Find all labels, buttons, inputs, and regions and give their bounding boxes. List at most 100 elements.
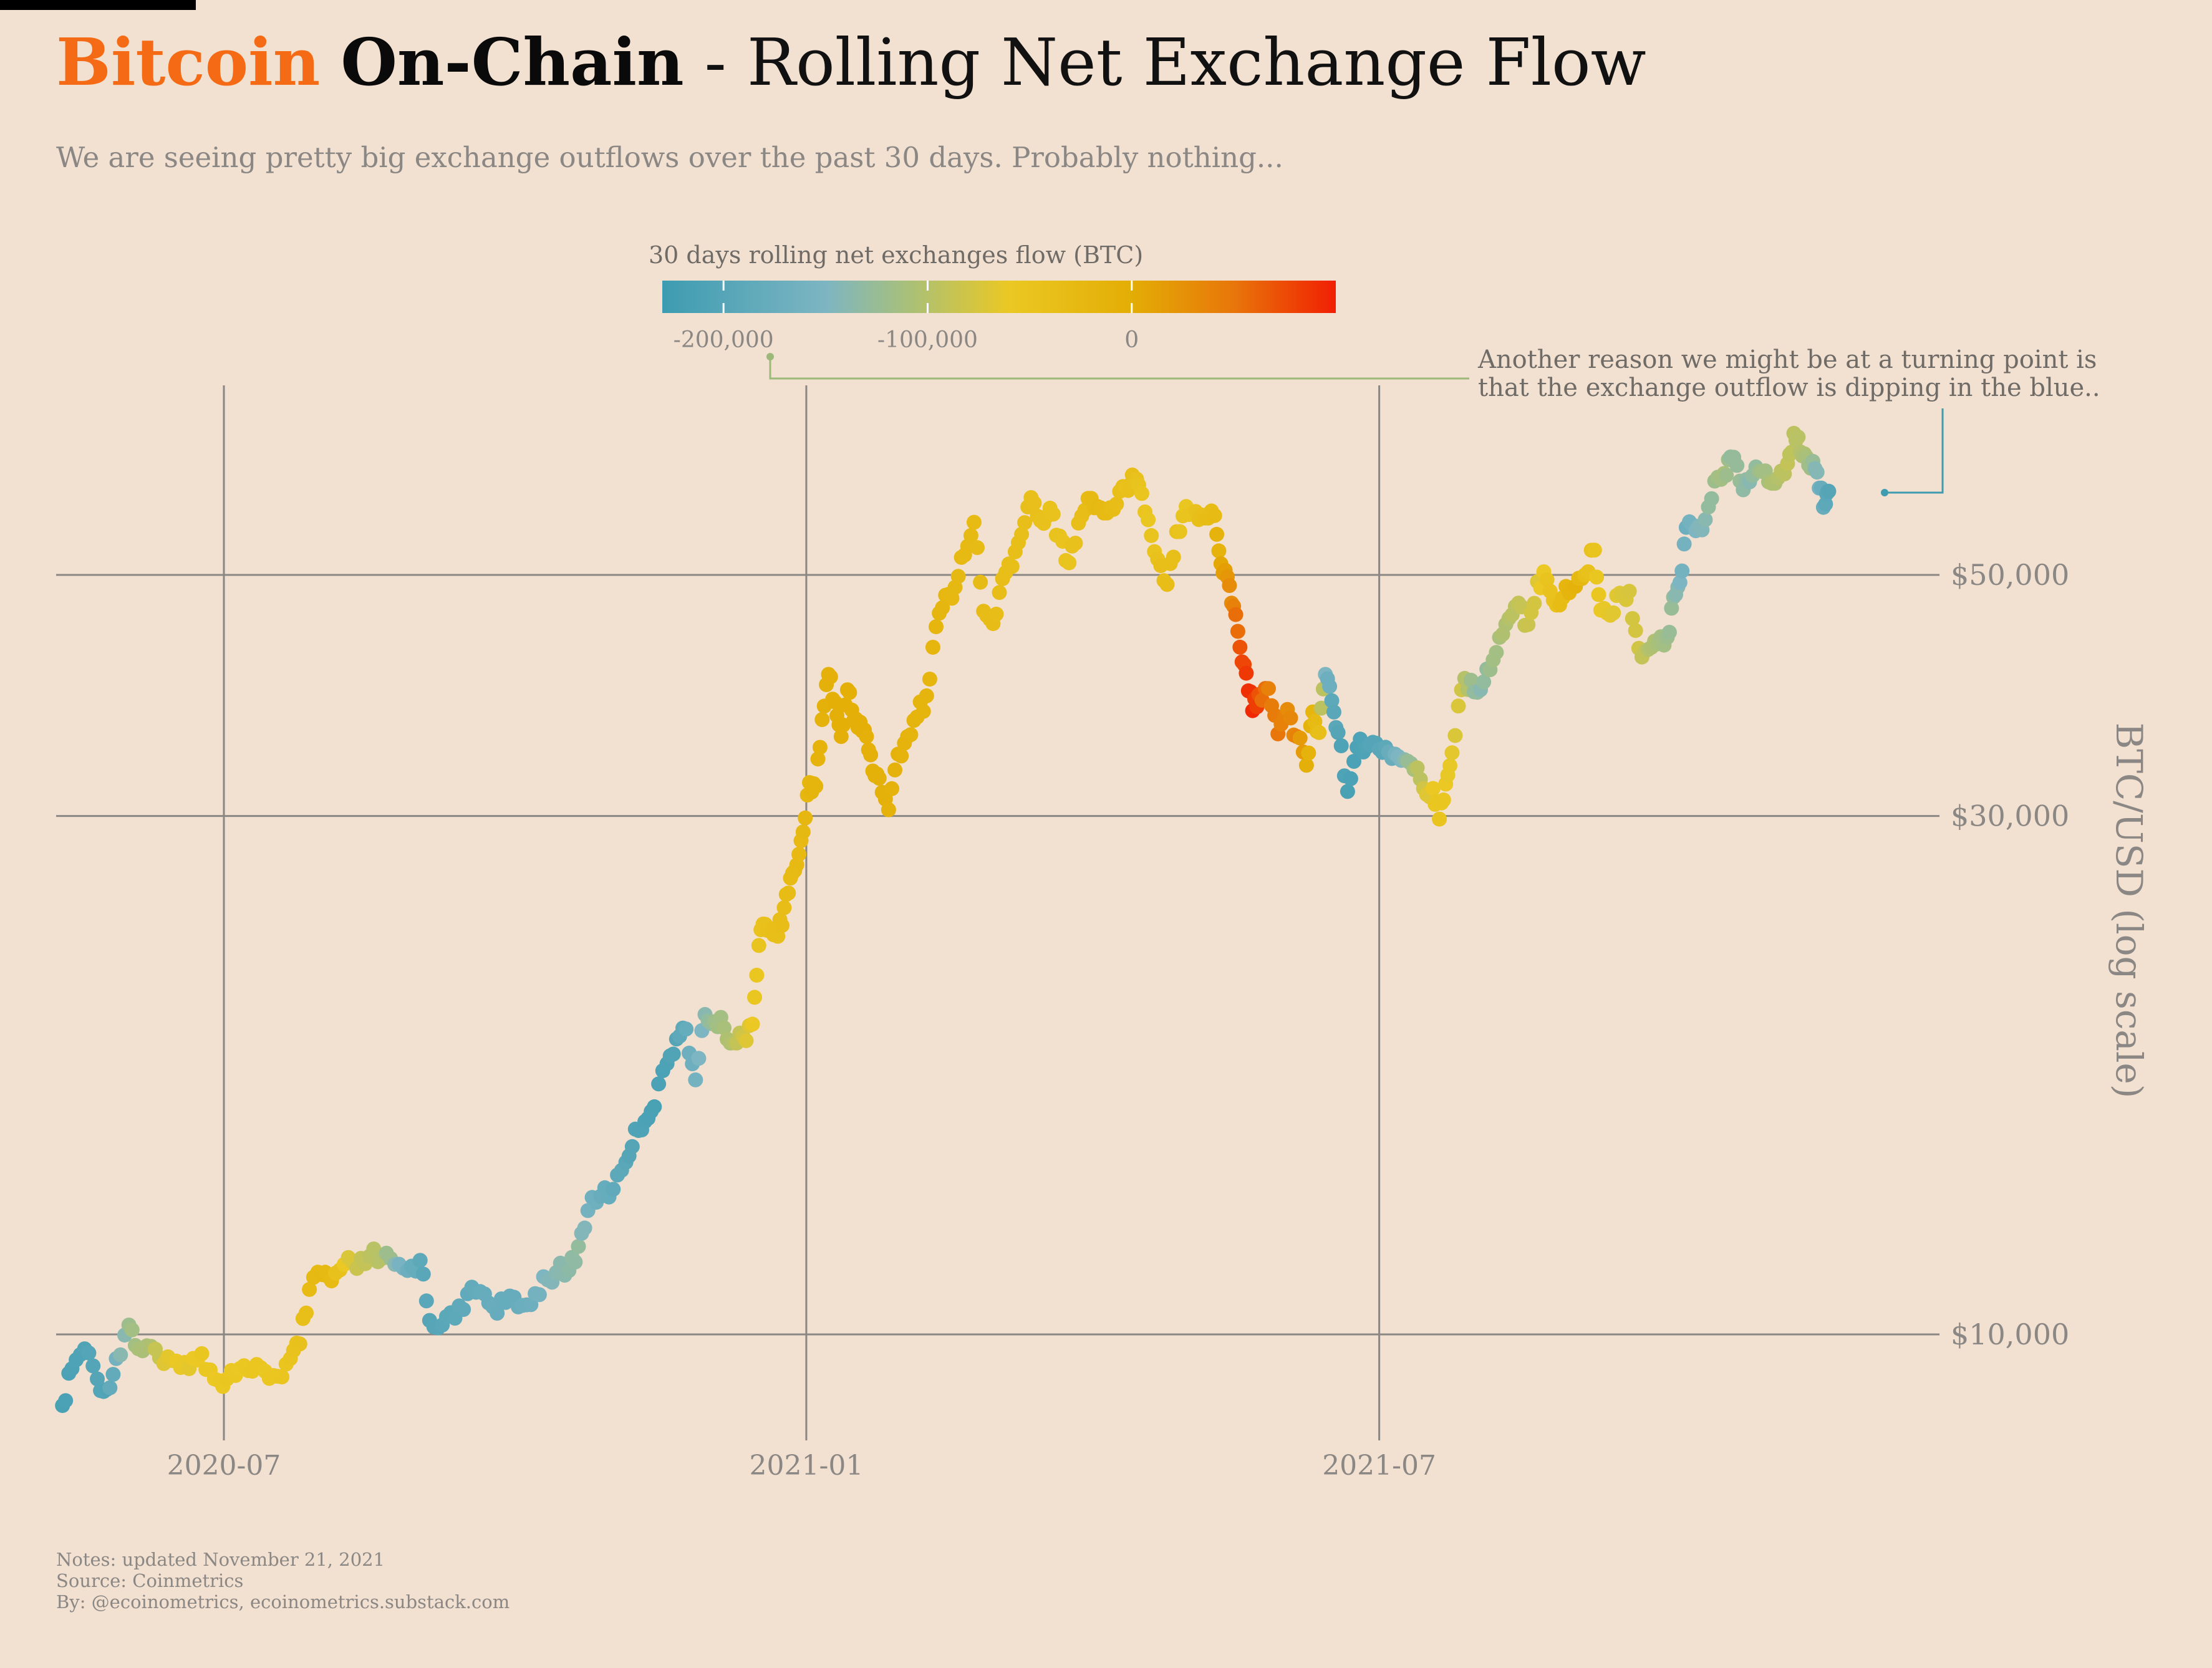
scatter-point bbox=[1661, 625, 1677, 640]
scatter-point bbox=[113, 1347, 128, 1362]
scatter-point bbox=[1045, 506, 1061, 522]
scatter-point bbox=[1014, 526, 1030, 542]
scatter-point bbox=[1625, 611, 1640, 626]
notes-source: Source: Coinmetrics bbox=[56, 1570, 244, 1591]
scatter-point bbox=[808, 778, 824, 794]
scatter-point bbox=[842, 685, 857, 700]
scatter-point bbox=[1704, 491, 1719, 506]
scatter-point bbox=[745, 1016, 760, 1032]
scatter-point bbox=[795, 824, 811, 840]
scatter-point bbox=[194, 1346, 210, 1361]
scatter-point bbox=[1340, 784, 1355, 799]
scatter-point bbox=[859, 729, 874, 745]
scatter-point bbox=[1539, 572, 1555, 587]
scatter-point bbox=[1239, 665, 1254, 681]
scatter-point bbox=[1520, 617, 1536, 632]
scatter-point bbox=[1436, 792, 1451, 807]
colorbar-tick-label: -100,000 bbox=[877, 327, 978, 353]
scatter-point bbox=[966, 514, 982, 530]
title-on-chain: On-Chain bbox=[340, 24, 684, 100]
scatter-point bbox=[950, 569, 966, 584]
annotation-connector-blue bbox=[1885, 408, 1944, 494]
grid-lines bbox=[56, 385, 1939, 1440]
scatter-point bbox=[1222, 578, 1237, 593]
scatter-point bbox=[863, 747, 879, 763]
scatter-point bbox=[299, 1305, 314, 1321]
scatter-point bbox=[992, 585, 1007, 600]
annotation-line1: Another reason we might be at a turning … bbox=[1477, 345, 2097, 374]
scatter-point bbox=[1068, 536, 1083, 551]
scatter-point bbox=[105, 1367, 121, 1382]
scatter-point bbox=[929, 619, 944, 635]
scatter-point bbox=[1442, 758, 1457, 773]
scatter-point bbox=[823, 669, 838, 685]
scatter-point bbox=[973, 574, 988, 590]
scatter-point bbox=[1313, 700, 1329, 716]
scatter-point bbox=[1527, 595, 1542, 611]
notes-by: By: @ecoinometrics, ecoinometrics.substa… bbox=[56, 1591, 510, 1613]
scatter-point bbox=[274, 1369, 290, 1385]
notes-block: Notes: updated November 21, 2021 Source:… bbox=[56, 1549, 510, 1613]
scatter-point bbox=[124, 1322, 140, 1338]
scatter-point bbox=[1589, 569, 1605, 585]
scatter-point bbox=[691, 1051, 707, 1066]
scatter-point bbox=[1322, 678, 1338, 694]
scatter-point bbox=[418, 1293, 434, 1309]
scatter-point bbox=[1311, 725, 1327, 740]
scatter-point bbox=[1444, 745, 1460, 761]
scatter-point bbox=[688, 1072, 703, 1087]
scatter-point bbox=[1664, 600, 1679, 616]
y-tick-label: $30,000 bbox=[1951, 799, 2069, 833]
scatter-point bbox=[1232, 639, 1248, 655]
scatter-point bbox=[1343, 771, 1358, 786]
scatter-point bbox=[881, 802, 896, 817]
scatter-point bbox=[1809, 465, 1825, 480]
scatter-point bbox=[1672, 575, 1688, 591]
scatter-point bbox=[1211, 543, 1227, 559]
scatter-point bbox=[1463, 672, 1479, 688]
scatter-point bbox=[292, 1336, 307, 1352]
x-tick-label: 2021-01 bbox=[750, 1450, 864, 1482]
top-accent-bar bbox=[0, 0, 196, 10]
scatter-point bbox=[1261, 681, 1276, 697]
scatter-point bbox=[1330, 725, 1346, 740]
scatter-point bbox=[791, 847, 807, 862]
scatter-point bbox=[751, 938, 766, 953]
scatter-point bbox=[1333, 738, 1349, 753]
scatter-point bbox=[1790, 430, 1806, 445]
annotation: Another reason we might be at a turning … bbox=[766, 345, 2100, 496]
colorbar: 30 days rolling net exchanges flow (BTC)… bbox=[649, 241, 1336, 353]
scatter-point bbox=[571, 1238, 586, 1254]
scatter-point bbox=[1207, 508, 1222, 523]
scatter-point bbox=[302, 1281, 317, 1297]
scatter-point bbox=[531, 1287, 547, 1303]
scatter-point bbox=[81, 1345, 97, 1361]
scatter-point bbox=[738, 1033, 754, 1048]
annotation-connector-green bbox=[769, 357, 1469, 380]
scatter-point bbox=[833, 729, 849, 745]
annotation-marker-blue bbox=[1881, 489, 1888, 496]
y-tick-labels: $10,000 $30,000 $50,000 bbox=[1951, 558, 2069, 1351]
scatter-point bbox=[1061, 555, 1077, 571]
scatter-point bbox=[781, 885, 796, 901]
subtitle: We are seeing pretty big exchange outflo… bbox=[56, 141, 1283, 174]
scatter-point bbox=[1026, 495, 1042, 511]
annotation-line2: that the exchange outflow is dipping in … bbox=[1478, 374, 2100, 402]
x-tick-labels: 2020-07 2021-01 2021-07 bbox=[167, 1450, 1436, 1482]
scatter-point bbox=[1628, 623, 1643, 639]
scatter-point bbox=[1326, 704, 1341, 720]
scatter-point bbox=[1230, 624, 1245, 639]
scatter-point bbox=[1172, 524, 1187, 539]
scatter-point bbox=[665, 1046, 681, 1062]
scatter-point bbox=[1606, 605, 1621, 620]
scatter-point bbox=[606, 1182, 621, 1197]
scatter-point bbox=[1109, 496, 1124, 512]
scatter-point bbox=[970, 540, 985, 556]
scatter-point bbox=[490, 1306, 505, 1321]
scatter-point bbox=[1141, 512, 1156, 528]
colorbar-tick-label: -200,000 bbox=[674, 327, 774, 353]
scatter-point bbox=[1489, 645, 1504, 660]
scatter-point bbox=[747, 990, 762, 1005]
y-axis-label: BTC/USD (log scale) bbox=[2108, 723, 2150, 1099]
scatter-point bbox=[922, 672, 937, 687]
